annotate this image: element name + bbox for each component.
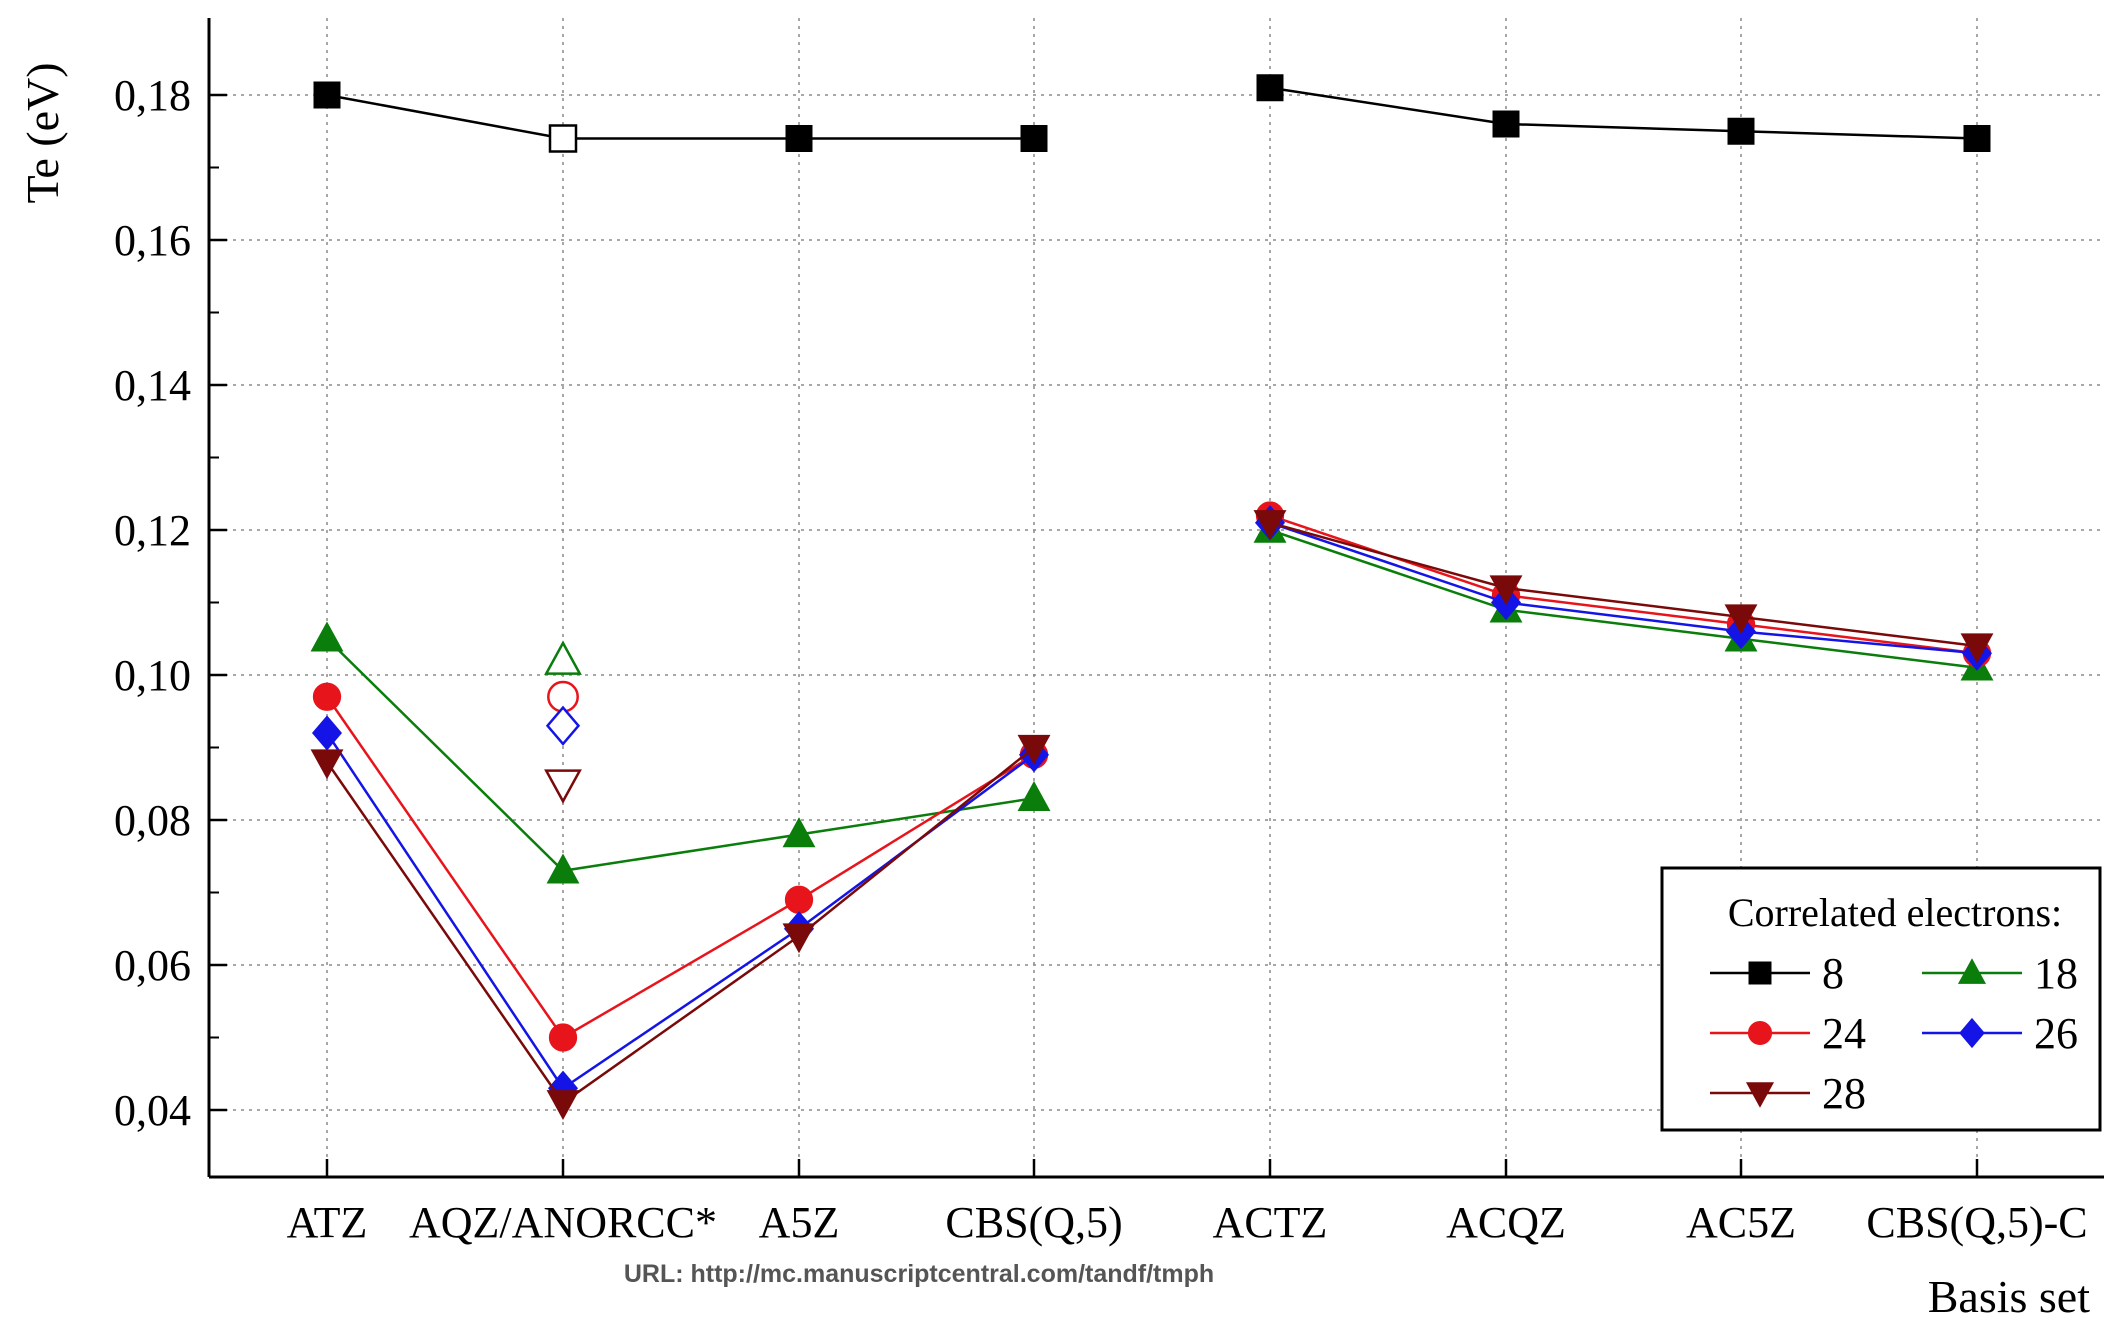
data-point-triangle-up bbox=[310, 621, 344, 652]
x-tick-label: ACQZ bbox=[1446, 1198, 1566, 1247]
data-point-diamond bbox=[1959, 1017, 1985, 1049]
data-point-triangle-up bbox=[782, 817, 816, 848]
x-tick-label: AQZ/ANORCC* bbox=[409, 1198, 717, 1247]
series-line bbox=[1269, 521, 1978, 655]
y-tick-label: 0,18 bbox=[114, 71, 191, 120]
data-point-square bbox=[313, 81, 341, 109]
series-line bbox=[1269, 528, 1978, 669]
x-tick-label: A5Z bbox=[759, 1198, 840, 1247]
legend-label: 8 bbox=[1822, 949, 1844, 998]
data-point-square bbox=[1748, 961, 1772, 985]
labels: Te (eV) Basis set URL: http://mc.manuscr… bbox=[17, 62, 2090, 1322]
y-tick-label: 0,16 bbox=[114, 216, 191, 265]
data-point-circle bbox=[1747, 1020, 1773, 1046]
x-tick-label: AC5Z bbox=[1686, 1198, 1796, 1247]
legend-label: 26 bbox=[2034, 1009, 2078, 1058]
legend-label: 18 bbox=[2034, 949, 2078, 998]
y-tick-label: 0,08 bbox=[114, 796, 191, 845]
data-point-triangle-down bbox=[310, 749, 344, 780]
data-point-triangle-up bbox=[1017, 780, 1051, 811]
legend-entry-18: 18 bbox=[1922, 949, 2078, 998]
series-line bbox=[326, 93, 1034, 140]
data-point-square bbox=[785, 125, 813, 152]
data-point-square bbox=[1963, 125, 1991, 152]
y-tick-label: 0,14 bbox=[114, 361, 191, 410]
data-point-circle bbox=[548, 1023, 578, 1052]
data-point-triangle-down bbox=[1960, 633, 1994, 664]
legend-entry-24: 24 bbox=[1710, 1009, 1866, 1058]
data-point-square bbox=[1256, 74, 1284, 102]
open-markers bbox=[544, 640, 582, 804]
data-point-triangle-up bbox=[1957, 958, 1987, 984]
data-point-circle bbox=[312, 682, 342, 711]
legend-entry-28: 28 bbox=[1710, 1069, 1866, 1118]
x-tick-label: ACTZ bbox=[1213, 1198, 1328, 1247]
data-point-diamond bbox=[311, 715, 343, 751]
data-point-square bbox=[1727, 117, 1755, 145]
y-tick-label: 0,10 bbox=[114, 651, 191, 700]
data-point-triangle-up bbox=[546, 853, 580, 884]
x-tick-label: CBS(Q,5)-C bbox=[1866, 1198, 2087, 1247]
data-point-square bbox=[548, 124, 578, 153]
series-8 bbox=[313, 74, 1991, 153]
axes: 0,04 0,06 0,08 0,10 0,12 0,14 0,16 0,18 ATZ AQZ/A… bbox=[114, 18, 2104, 1247]
series-line bbox=[325, 732, 1035, 1090]
data-point-triangle-down bbox=[1724, 604, 1758, 635]
series-line bbox=[1269, 521, 1978, 648]
series-28 bbox=[310, 510, 1994, 1121]
data-point-triangle-down bbox=[546, 1090, 580, 1121]
y-tick-label: 0,06 bbox=[114, 941, 191, 990]
x-tick-label: CBS(Q,5) bbox=[945, 1198, 1122, 1247]
data-point-circle bbox=[784, 885, 814, 914]
legend-entry-8: 8 bbox=[1710, 949, 1844, 998]
data-point-diamond bbox=[545, 705, 581, 746]
data-point-triangle-down bbox=[782, 923, 816, 954]
legend-label: 24 bbox=[1822, 1009, 1866, 1058]
footer-url: URL: http://mc.manuscriptcentral.com/tan… bbox=[624, 1260, 1214, 1288]
data-point-triangle-down bbox=[1253, 510, 1287, 541]
series-line bbox=[326, 637, 1035, 873]
series-line bbox=[325, 696, 1035, 1040]
series-layer bbox=[310, 74, 1994, 1121]
data-point-triangle-down bbox=[1745, 1082, 1775, 1108]
data-point-triangle-down bbox=[1017, 734, 1051, 765]
series-line bbox=[1269, 86, 1978, 140]
data-point-triangle-down bbox=[1489, 575, 1523, 606]
data-point-square bbox=[1020, 125, 1048, 152]
x-tick-label: ATZ bbox=[287, 1198, 368, 1247]
legend-label: 28 bbox=[1822, 1069, 1866, 1118]
y-tick-label: 0,04 bbox=[114, 1086, 191, 1135]
data-point-triangle-down bbox=[544, 769, 582, 804]
data-point-triangle-up bbox=[544, 640, 582, 675]
y-tick-label: 0,12 bbox=[114, 506, 191, 555]
data-point-square bbox=[1492, 110, 1520, 138]
x-axis-label: Basis set bbox=[1928, 1271, 2091, 1322]
legend-entry-26: 26 bbox=[1922, 1009, 2078, 1058]
y-axis-label: Te (eV) bbox=[17, 62, 68, 203]
legend-title: Correlated electrons: bbox=[1728, 890, 2062, 935]
grid bbox=[209, 18, 2104, 1177]
series-line bbox=[325, 746, 1035, 1105]
legend-box bbox=[1660, 866, 2102, 1132]
legend: Correlated electrons: 8 18 24 26 28 bbox=[1660, 866, 2102, 1132]
